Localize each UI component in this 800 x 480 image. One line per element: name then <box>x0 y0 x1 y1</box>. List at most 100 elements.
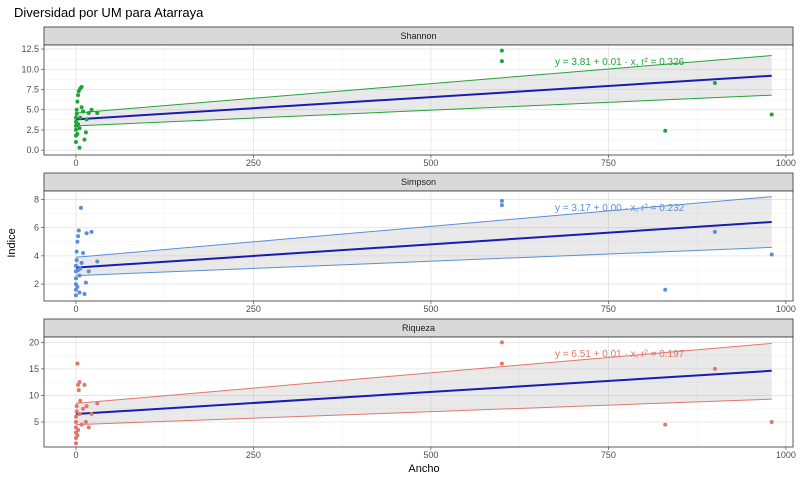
facet-strip-label: Riqueza <box>402 323 435 333</box>
data-point <box>84 231 89 236</box>
y-tick-label: 7.5 <box>26 84 39 94</box>
y-tick-label: 6 <box>34 223 39 233</box>
data-point <box>86 425 91 430</box>
data-point <box>74 107 79 112</box>
data-point <box>769 420 774 425</box>
data-point <box>75 433 80 438</box>
data-point <box>73 425 78 430</box>
x-tick-label: 0 <box>73 158 78 168</box>
x-axis-title: Ancho <box>408 463 439 475</box>
data-point <box>712 229 717 234</box>
regression-equation: y = 3.81 + 0.01 · x, r² = 0.326 <box>555 57 685 68</box>
band-lower-line <box>75 246 772 277</box>
panel-border <box>43 336 794 448</box>
panel-border <box>43 190 794 302</box>
data-point <box>73 276 78 281</box>
data-point <box>81 406 86 411</box>
data-point <box>82 137 87 142</box>
data-point <box>75 239 80 244</box>
data-point <box>499 361 504 366</box>
data-point <box>77 380 82 385</box>
data-point <box>77 290 82 295</box>
data-point <box>95 259 100 264</box>
data-point <box>78 115 83 120</box>
band-lower-line <box>75 398 772 426</box>
panel-border <box>43 44 794 156</box>
data-point <box>74 111 79 116</box>
data-point <box>73 127 78 132</box>
data-point <box>86 110 91 115</box>
x-tick-label: 0 <box>73 304 78 314</box>
y-axis-title: Indice <box>6 228 18 257</box>
y-tick-label: 0.0 <box>26 145 39 155</box>
data-point <box>75 131 80 136</box>
data-point <box>83 280 88 285</box>
data-point <box>76 388 81 393</box>
y-tick-label: 5 <box>34 417 39 427</box>
data-point <box>73 420 78 425</box>
data-point <box>78 398 83 403</box>
confidence-band <box>75 343 772 425</box>
data-point <box>76 234 81 239</box>
data-point <box>76 228 81 233</box>
data-point <box>712 81 717 86</box>
data-point <box>78 205 83 210</box>
y-tick-label: 12.5 <box>21 44 39 54</box>
x-tick-label: 1000 <box>776 304 796 314</box>
regression-equation: y = 3.17 + 0.00 · x, r² = 0.232 <box>555 203 685 214</box>
panel-riqueza: Riqueza 0 250 500 750 1000 5 10 15 20 y = 6.51 + 0… <box>29 318 796 460</box>
band-upper-line <box>75 342 772 404</box>
x-tick-label: 1000 <box>776 450 796 460</box>
y-tick-label: 5.0 <box>26 105 39 115</box>
data-point <box>769 252 774 257</box>
data-point <box>77 126 82 131</box>
data-point <box>82 291 87 296</box>
x-tick-label: 500 <box>423 450 438 460</box>
data-point <box>75 284 80 289</box>
data-point <box>663 422 668 427</box>
data-point <box>75 99 80 104</box>
data-point <box>769 112 774 117</box>
data-point <box>663 287 668 292</box>
data-point <box>663 128 668 133</box>
data-point <box>84 117 89 122</box>
data-point <box>499 340 504 345</box>
y-tick-label: 10 <box>29 390 39 400</box>
x-tick-label: 250 <box>246 304 261 314</box>
regression-line <box>75 369 772 415</box>
y-tick-label: 20 <box>29 337 39 347</box>
data-point <box>73 414 78 419</box>
band-lower-line <box>75 94 772 127</box>
data-point <box>712 366 717 371</box>
band-upper-line <box>75 196 772 258</box>
x-tick-label: 500 <box>423 304 438 314</box>
x-tick-label: 750 <box>601 158 616 168</box>
data-point <box>82 382 87 387</box>
data-point <box>79 105 84 110</box>
data-point <box>95 110 100 115</box>
data-point <box>95 401 100 406</box>
y-tick-label: 2.5 <box>26 125 39 135</box>
data-point <box>89 229 94 234</box>
panel-shannon: Shannon 0 250 500 750 1000 0.0 2.5 5.0 7.5 10.0 12.… <box>21 26 796 168</box>
y-tick-label: 8 <box>34 194 39 204</box>
data-point <box>77 273 82 278</box>
data-point <box>73 115 78 120</box>
x-tick-label: 250 <box>246 450 261 460</box>
data-point <box>74 249 79 254</box>
data-point <box>75 361 80 366</box>
data-point <box>81 109 86 114</box>
facet-strip-label: Simpson <box>401 177 436 187</box>
facet-strip-label: Shannon <box>400 31 436 41</box>
x-tick-label: 500 <box>423 158 438 168</box>
y-tick-label: 2 <box>34 279 39 289</box>
data-point <box>74 409 79 414</box>
data-point <box>84 404 89 409</box>
data-point <box>79 260 84 265</box>
x-tick-label: 0 <box>73 450 78 460</box>
regression-line <box>75 74 772 121</box>
data-point <box>499 198 504 203</box>
x-tick-label: 250 <box>246 158 261 168</box>
